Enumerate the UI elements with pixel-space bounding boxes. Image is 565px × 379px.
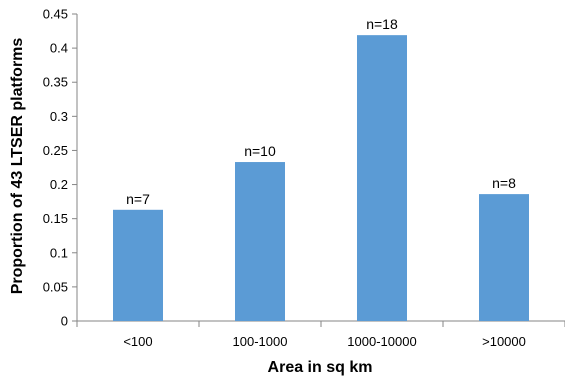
y-tick-label: 0.15 [43,211,68,226]
data-label: n=10 [244,143,276,159]
data-label: n=18 [366,16,398,32]
y-tick-label: 0.25 [43,143,68,158]
x-tick-label: 100-1000 [233,334,288,349]
data-label: n=7 [126,191,150,207]
x-tick-label: >10000 [482,334,526,349]
bar [479,194,529,321]
bar [235,162,285,321]
y-tick-label: 0.05 [43,279,68,294]
x-axis-label: Area in sq km [268,359,373,376]
y-tick-label: 0.1 [50,245,68,260]
bar [113,209,163,321]
labels-group: <100 n=7 100-1000 n=10 1000-10000 n=18 >10000 n… [123,16,526,349]
y-tick-label: 0.4 [50,41,68,56]
y-tick-label: 0.45 [43,7,68,22]
x-tick-label: <100 [123,334,152,349]
y-tick-label: 0.35 [43,75,68,90]
data-label: n=8 [492,175,516,191]
bars-group [113,35,529,321]
y-tick-label: 0 [61,314,68,329]
y-tick-label: 0.3 [50,109,68,124]
x-tick-label: 1000-10000 [347,334,416,349]
y-axis-label: Proportion of 43 LTSER platforms [9,38,26,295]
axes-group: 0 0.05 0.1 0.15 0.2 0.25 0.3 0.35 0.4 0.45 [43,7,565,329]
y-tick-label: 0.2 [50,177,68,192]
bar [357,35,407,321]
